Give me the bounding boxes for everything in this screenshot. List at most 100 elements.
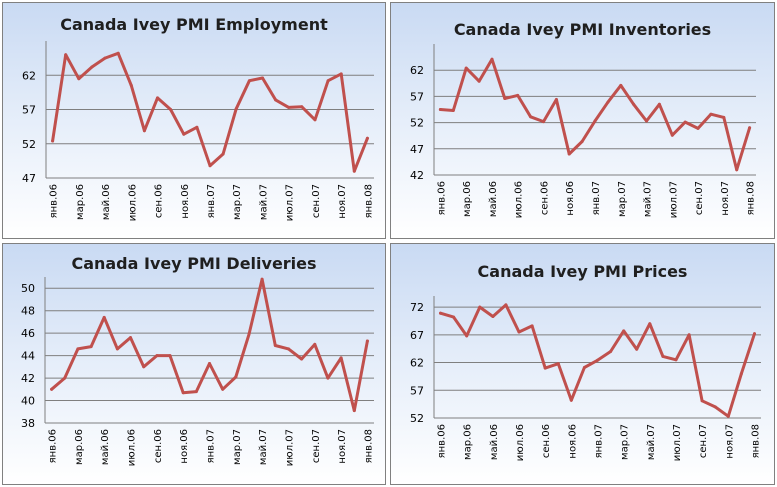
data-point bbox=[726, 414, 730, 418]
data-point bbox=[142, 365, 146, 369]
x-tick-label: ноя.06 bbox=[567, 424, 578, 459]
x-tick-label: ноя.06 bbox=[180, 184, 191, 219]
data-point bbox=[51, 139, 55, 143]
data-point bbox=[274, 98, 278, 102]
data-point bbox=[234, 107, 238, 111]
data-point bbox=[674, 358, 678, 362]
x-tick-label: сен.06 bbox=[541, 424, 552, 458]
y-tick-label: 48 bbox=[21, 305, 35, 318]
data-point bbox=[63, 376, 67, 380]
x-tick-label: янв.08 bbox=[746, 181, 757, 215]
data-point bbox=[593, 119, 597, 123]
data-point bbox=[77, 77, 81, 81]
x-tick-label: янв.07 bbox=[594, 424, 605, 458]
data-point bbox=[748, 126, 752, 130]
data-point bbox=[103, 56, 107, 60]
data-point bbox=[687, 333, 691, 337]
x-tick-label: май.07 bbox=[258, 184, 269, 220]
chart-title: Canada Ivey PMI Prices bbox=[477, 262, 688, 281]
data-point bbox=[102, 315, 106, 319]
data-point bbox=[247, 332, 251, 336]
x-tick-label: июл.07 bbox=[284, 429, 295, 466]
data-point bbox=[530, 324, 534, 328]
data-point bbox=[543, 366, 547, 370]
data-point bbox=[129, 84, 133, 87]
x-tick-label: мар.07 bbox=[232, 429, 243, 465]
x-tick-label: май.06 bbox=[100, 429, 111, 465]
data-point bbox=[439, 311, 442, 315]
data-point bbox=[76, 347, 80, 351]
line-chart-inventories: 42 47 52 57 62 янв.06 мар.06 май.06 июл.06 сен.06… bbox=[410, 44, 757, 218]
data-point bbox=[208, 164, 212, 168]
data-point bbox=[300, 357, 304, 361]
data-point bbox=[221, 152, 225, 156]
data-point bbox=[529, 115, 533, 119]
y-tick-label: 46 bbox=[21, 327, 35, 340]
data-point bbox=[609, 350, 613, 353]
y-tick-label: 47 bbox=[410, 143, 424, 156]
plot-area bbox=[434, 296, 761, 418]
y-tick-label: 52 bbox=[22, 138, 36, 151]
y-tick-label: 62 bbox=[410, 357, 424, 370]
data-point bbox=[326, 376, 330, 380]
y-tick-label: 67 bbox=[410, 329, 424, 342]
series-line bbox=[51, 51, 369, 173]
x-tick-label: мар.07 bbox=[617, 181, 628, 217]
x-tick-label: сен.07 bbox=[311, 184, 322, 218]
x-tick-label: май.06 bbox=[488, 181, 499, 217]
data-point bbox=[503, 97, 507, 100]
data-point bbox=[709, 112, 713, 116]
x-tick-label: янв.06 bbox=[436, 181, 447, 215]
data-point bbox=[619, 83, 623, 87]
x-tick-label: сен.07 bbox=[694, 181, 705, 215]
data-point bbox=[326, 79, 330, 83]
data-point bbox=[129, 336, 132, 340]
y-tick-label: 44 bbox=[21, 350, 35, 363]
data-point bbox=[194, 390, 198, 394]
data-point bbox=[182, 132, 186, 136]
data-point bbox=[156, 96, 159, 100]
x-tick-label: янв.06 bbox=[48, 429, 59, 463]
y-tick-label: 62 bbox=[410, 64, 424, 77]
data-point bbox=[261, 76, 264, 80]
data-point bbox=[648, 322, 652, 326]
data-point bbox=[287, 347, 290, 351]
x-tick-label: ноя.07 bbox=[724, 424, 735, 459]
data-point bbox=[234, 375, 238, 379]
data-point bbox=[735, 168, 739, 172]
data-point bbox=[208, 362, 211, 365]
x-tick-label: июл.07 bbox=[668, 181, 679, 218]
x-tick-label: июл.07 bbox=[285, 184, 296, 221]
series-line bbox=[50, 277, 369, 413]
y-tick-label: 52 bbox=[410, 412, 424, 425]
data-point bbox=[287, 105, 291, 109]
x-tick-label: май.06 bbox=[101, 184, 112, 220]
x-tick-label: май.07 bbox=[258, 429, 269, 465]
data-point bbox=[556, 362, 560, 366]
x-tick-label: мар.06 bbox=[74, 429, 85, 465]
data-point bbox=[554, 98, 558, 101]
x-tick-label: сен.06 bbox=[154, 184, 165, 218]
data-point bbox=[670, 133, 674, 137]
y-tick-label: 47 bbox=[22, 172, 36, 185]
chart-panel-prices: Canada Ivey PMI Prices 52 57 62 67 72 янв.06 м… bbox=[390, 243, 775, 485]
data-point bbox=[352, 409, 356, 413]
x-tick-label: июл.06 bbox=[127, 429, 138, 466]
data-point bbox=[464, 66, 468, 70]
x-tick-label: июл.06 bbox=[515, 424, 526, 461]
x-tick-label: янв.08 bbox=[363, 429, 374, 463]
data-point bbox=[168, 354, 172, 358]
data-point bbox=[722, 115, 726, 119]
x-tick-label: мар.06 bbox=[462, 181, 473, 217]
data-point bbox=[491, 315, 495, 318]
y-tick-label: 57 bbox=[22, 104, 36, 117]
data-point bbox=[313, 118, 317, 122]
data-point bbox=[569, 398, 573, 402]
data-point bbox=[516, 93, 520, 97]
data-point bbox=[115, 347, 119, 351]
x-tick-label: июл.06 bbox=[127, 184, 138, 221]
series-line bbox=[438, 57, 752, 172]
x-tick-label: сен.07 bbox=[698, 424, 709, 458]
data-point bbox=[739, 372, 743, 376]
data-point bbox=[64, 53, 68, 57]
